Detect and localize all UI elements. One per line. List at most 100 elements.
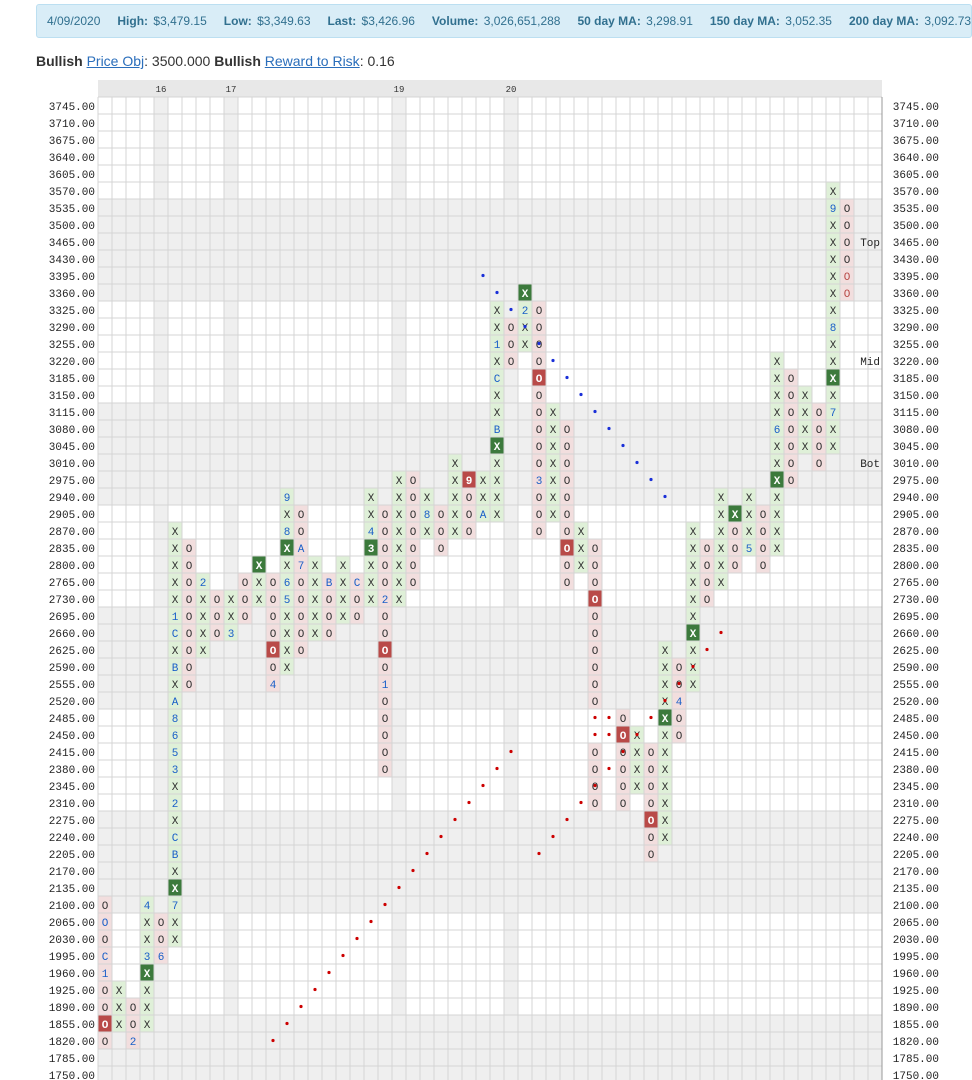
- x-box: [770, 437, 784, 454]
- x-box: [798, 437, 812, 454]
- o-box: [784, 454, 798, 471]
- x-box: [168, 709, 182, 726]
- x-mark: 9: [830, 204, 837, 216]
- price-axis-label-right: 3220.00: [893, 357, 939, 369]
- x-box: [826, 199, 840, 216]
- ma200-label: 200 day MA:: [848, 14, 920, 28]
- x-box: [112, 998, 126, 1015]
- x-mark: X: [116, 1020, 123, 1032]
- o-mark: O: [270, 663, 277, 675]
- x-mark: X: [774, 493, 781, 505]
- bullish-support-dot: [411, 868, 415, 873]
- x-mark: X: [144, 918, 151, 930]
- o-box: [840, 233, 854, 250]
- price-axis-label-right: 2310.00: [893, 799, 939, 811]
- o-box: [728, 505, 742, 522]
- x-mark: X: [830, 306, 837, 318]
- o-box: [532, 386, 546, 403]
- x-box: [280, 624, 294, 641]
- x-mark: C: [172, 833, 179, 845]
- x-box: [826, 352, 840, 369]
- x-mark: X: [718, 578, 725, 590]
- x-box: [140, 947, 154, 964]
- x-box: [630, 777, 644, 794]
- o-box: [378, 760, 392, 777]
- o-box: [126, 1015, 140, 1032]
- x-box: [168, 760, 182, 777]
- x-mark: X: [116, 986, 123, 998]
- x-box: [714, 488, 728, 505]
- price-axis-label-right: 1995.00: [893, 952, 939, 964]
- signal-summary: Bullish Price Obj: 3500.000 Bullish Rewa…: [36, 53, 395, 69]
- bullish-support-dot: [299, 1004, 303, 1009]
- o-mark: O: [760, 527, 767, 539]
- o-mark: O: [676, 731, 683, 743]
- x-mark: X: [494, 357, 501, 369]
- x-box: [280, 505, 294, 522]
- o-box: [812, 420, 826, 437]
- o-box: [784, 471, 798, 488]
- x-box: [336, 573, 350, 590]
- o-box: [588, 539, 602, 556]
- x-box: [392, 573, 406, 590]
- price-axis-label-left: 3010.00: [49, 459, 95, 471]
- o-box: [182, 675, 196, 692]
- bullish-support-dot: [663, 698, 667, 703]
- x-box: [686, 607, 700, 624]
- x-box: [224, 607, 238, 624]
- x-box: [168, 913, 182, 930]
- price-obj-link[interactable]: Price Obj: [86, 53, 145, 69]
- x-box: [658, 726, 672, 743]
- price-axis-label-left: 2030.00: [49, 935, 95, 947]
- x-mark: A: [480, 510, 487, 522]
- x-mark: X: [690, 595, 697, 607]
- o-mark: O: [382, 646, 389, 658]
- price-axis-label-left: 2205.00: [49, 850, 95, 862]
- x-box: [770, 539, 784, 556]
- x-box: [770, 352, 784, 369]
- o-mark: O: [130, 1003, 137, 1015]
- o-box: [616, 726, 630, 743]
- x-mark: X: [256, 578, 263, 590]
- price-axis-label-right: 3605.00: [893, 170, 939, 182]
- x-box: [168, 862, 182, 879]
- o-box: [238, 607, 252, 624]
- x-box: [490, 318, 504, 335]
- o-box: [532, 318, 546, 335]
- price-axis-label-right: 3010.00: [893, 459, 939, 471]
- ma150-label: 150 day MA:: [709, 14, 780, 28]
- o-box: [588, 590, 602, 607]
- o-box: [644, 845, 658, 862]
- low-label: Low:: [223, 14, 252, 28]
- x-box: [686, 590, 700, 607]
- x-box: [826, 301, 840, 318]
- o-mark: O: [466, 510, 473, 522]
- x-mark: X: [284, 561, 291, 573]
- o-box: [266, 573, 280, 590]
- level-label: Mid: [860, 357, 880, 369]
- x-mark: X: [368, 510, 375, 522]
- o-mark: O: [676, 663, 683, 675]
- o-mark: O: [536, 374, 543, 386]
- price-axis-label-right: 3290.00: [893, 323, 939, 335]
- trend-dot: [593, 732, 597, 737]
- o-mark: O: [564, 510, 571, 522]
- reward-risk-link[interactable]: Reward to Risk: [264, 53, 360, 69]
- year-column-band: [504, 97, 518, 1080]
- x-box: [392, 488, 406, 505]
- price-axis-label-right: 1855.00: [893, 1020, 939, 1032]
- price-axis-label-left: 2555.00: [49, 680, 95, 692]
- o-mark: O: [298, 629, 305, 641]
- bullish-support-dot: [565, 817, 569, 822]
- o-box: [294, 607, 308, 624]
- x-box: [658, 760, 672, 777]
- x-mark: X: [830, 221, 837, 233]
- o-mark: O: [158, 935, 165, 947]
- o-box: [378, 743, 392, 760]
- x-mark: X: [634, 748, 641, 760]
- x-mark: 8: [830, 323, 837, 335]
- o-mark: O: [270, 646, 277, 658]
- bearish-resistance-dot: [649, 477, 653, 482]
- o-box: [322, 573, 336, 590]
- o-box: [672, 726, 686, 743]
